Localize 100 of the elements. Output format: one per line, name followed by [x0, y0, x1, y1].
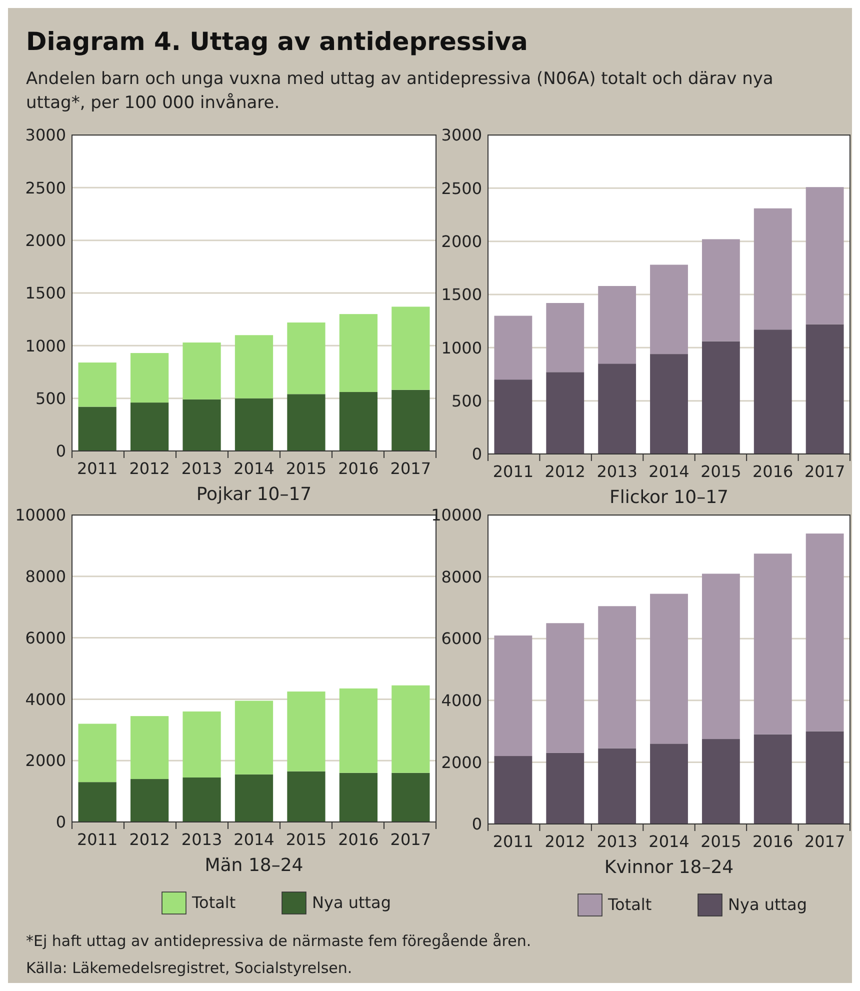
bar: [494, 756, 532, 824]
bar: [494, 636, 532, 756]
bar: [494, 316, 532, 380]
y-tick-label: 8000: [25, 567, 66, 586]
x-tick-label: 2011: [492, 832, 534, 851]
bar: [392, 390, 430, 451]
x-tick-label: 2013: [181, 830, 222, 849]
bar: [78, 782, 116, 822]
bar: [78, 362, 116, 407]
bar: [702, 574, 740, 740]
x-tick-label: 2015: [286, 459, 327, 478]
y-tick-label: 0: [472, 814, 482, 834]
bar: [234, 398, 274, 451]
bar: [339, 392, 378, 451]
y-tick-label: 10000: [15, 506, 66, 525]
y-tick-label: 0: [56, 442, 66, 461]
y-tick-label: 2000: [441, 232, 482, 251]
bar: [339, 314, 378, 392]
x-tick-label: 2016: [752, 462, 794, 481]
bar: [130, 779, 169, 822]
bar: [546, 752, 584, 824]
bar: [339, 772, 378, 822]
chart-subtitle: Andelen barn och unga vuxna med uttag av antidepressiva (N06A) totalt och därav nya uttag*, per 100 000 invånare.: [26, 69, 774, 113]
bar: [546, 372, 584, 454]
x-tick-label: 2014: [648, 832, 690, 851]
y-tick-label: 6000: [441, 629, 482, 648]
bar: [806, 731, 844, 824]
x-tick-label: 2013: [596, 462, 638, 481]
bar: [650, 744, 688, 824]
y-tick-label: 8000: [441, 567, 482, 586]
bar: [806, 324, 844, 454]
bar: [754, 734, 792, 824]
bar: [392, 772, 430, 822]
bar: [702, 239, 740, 342]
bar: [182, 342, 221, 400]
x-tick-label: 2011: [76, 459, 118, 478]
x-tick-label: 2011: [76, 830, 118, 849]
bar: [182, 399, 221, 451]
x-tick-label: 2016: [338, 459, 379, 478]
x-tick-label: 2012: [544, 462, 586, 481]
bar: [806, 187, 844, 324]
chart-title: Diagram 4. Uttag av antidepressiva: [26, 27, 528, 56]
bar: [702, 341, 740, 454]
x-tick-label: 2012: [544, 832, 586, 851]
bar: [598, 286, 636, 364]
y-tick-label: 500: [35, 388, 66, 408]
bar: [598, 364, 636, 454]
y-tick-label: 0: [56, 812, 66, 832]
bar: [598, 606, 636, 748]
bar: [234, 774, 274, 822]
bar: [287, 322, 326, 394]
bar: [130, 716, 169, 780]
x-tick-label: 2013: [596, 832, 638, 851]
text: *Ej haft uttag av antidepressiva de närmaste fem föregående åren.: [26, 932, 532, 950]
x-axis-title: Kvinnor 18–24: [604, 857, 734, 878]
y-tick-label: 2000: [441, 752, 482, 772]
x-tick-label: 2017: [804, 462, 846, 481]
y-tick-label: 1500: [25, 284, 66, 303]
x-axis-title: Pojkar 10–17: [196, 484, 312, 505]
y-tick-label: 6000: [25, 628, 66, 648]
y-tick-label: 10000: [431, 506, 482, 525]
bar: [78, 406, 116, 451]
x-tick-label: 2017: [804, 832, 846, 851]
x-axis-title: Män 18–24: [204, 855, 304, 876]
y-tick-label: 0: [472, 444, 482, 464]
bar: [234, 700, 274, 774]
x-tick-label: 2017: [390, 459, 432, 478]
y-tick-label: 4000: [25, 690, 66, 709]
y-tick-label: 2000: [25, 751, 66, 770]
x-axis-title: Flickor 10–17: [610, 487, 728, 508]
x-tick-label: 2013: [181, 459, 222, 478]
legend-label: Totalt: [607, 895, 652, 914]
bar: [182, 711, 221, 778]
bar: [392, 306, 430, 390]
y-tick-label: 1000: [25, 336, 66, 356]
x-tick-label: 2014: [234, 830, 274, 849]
bar: [754, 330, 792, 454]
bar: [702, 739, 740, 824]
bar: [287, 771, 326, 822]
bar: [339, 688, 378, 773]
legend-label: Totalt: [191, 893, 236, 912]
x-tick-label: 2014: [648, 462, 690, 481]
x-tick-label: 2017: [390, 830, 432, 849]
x-tick-label: 2016: [752, 832, 794, 851]
x-tick-label: 2015: [286, 830, 327, 849]
bar: [546, 303, 584, 372]
bar: [182, 777, 221, 822]
bar: [754, 208, 792, 330]
x-tick-label: 2015: [700, 832, 742, 851]
bar: [650, 594, 688, 744]
y-tick-label: 3000: [25, 126, 66, 145]
y-tick-label: 1500: [441, 285, 482, 304]
legend-label: Nya uttag: [728, 895, 807, 914]
x-tick-label: 2012: [129, 459, 170, 478]
y-tick-label: 1000: [441, 338, 482, 358]
bar: [130, 353, 169, 403]
bar: [494, 380, 532, 454]
bar: [546, 623, 584, 753]
y-tick-label: 2000: [25, 230, 66, 250]
y-tick-label: 2500: [441, 178, 482, 198]
